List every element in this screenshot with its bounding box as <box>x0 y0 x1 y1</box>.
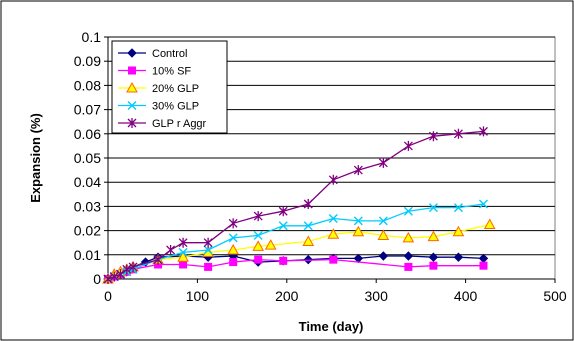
y-tick-label: 0.09 <box>74 53 101 69</box>
data-point <box>228 218 238 229</box>
data-point <box>203 245 213 255</box>
data-point <box>153 254 163 265</box>
y-tick-label: 0 <box>93 271 101 287</box>
data-point <box>329 255 338 264</box>
y-tick-label: 0.05 <box>74 150 101 166</box>
series-glp-r-aggr <box>103 126 488 284</box>
data-point <box>122 264 132 275</box>
data-point <box>402 231 415 243</box>
x-tick-label: 500 <box>543 288 567 304</box>
data-point <box>353 216 363 226</box>
y-tick-labels: 0 0.01 0.02 0.03 0.04 0.05 0.06 0.07 0.08 0.09 0.1 <box>74 29 101 287</box>
x-tick-label: 200 <box>275 288 299 304</box>
y-axis-title: Expansion (%) <box>28 113 43 203</box>
data-point <box>179 260 188 269</box>
legend-marker <box>127 101 137 110</box>
data-point <box>453 128 463 139</box>
x-axis-title: Time (day) <box>299 319 364 334</box>
data-point <box>128 261 138 272</box>
data-point <box>378 251 389 261</box>
y-tick-label: 0.01 <box>74 247 101 263</box>
data-point <box>303 198 313 209</box>
data-point <box>203 237 213 248</box>
data-point <box>478 199 488 209</box>
y-tick-label: 0.06 <box>74 126 101 142</box>
y-tick-label: 0.1 <box>82 29 102 45</box>
data-point <box>404 262 413 271</box>
data-point <box>452 225 465 237</box>
data-point <box>428 203 438 213</box>
data-point <box>403 140 413 151</box>
data-point <box>453 203 463 213</box>
data-point <box>429 261 438 270</box>
data-point <box>479 261 488 270</box>
x-tick-labels: 0 100 200 300 400 500 <box>104 288 567 304</box>
data-point <box>204 262 213 271</box>
x-tick-label: 0 <box>104 288 112 304</box>
data-point <box>177 251 189 262</box>
data-point <box>252 240 265 251</box>
data-point <box>427 230 440 242</box>
gridlines <box>108 36 555 256</box>
data-point <box>302 235 315 246</box>
data-point <box>453 252 464 262</box>
series-group <box>102 126 496 284</box>
data-point <box>109 271 119 282</box>
legend: Control 10% SF 20% GLP 30% GLP GLP r Aggr <box>111 40 228 134</box>
data-point <box>253 211 263 222</box>
data-point <box>353 165 363 176</box>
data-point <box>428 131 438 142</box>
data-point <box>178 247 188 257</box>
legend-marker <box>126 81 138 93</box>
x-tick-label: 300 <box>365 288 389 304</box>
x-tick-label: 100 <box>186 288 210 304</box>
data-point <box>378 157 388 168</box>
legend-label: 10% SF <box>152 66 191 78</box>
data-point <box>253 230 263 240</box>
x-tick-label: 400 <box>454 288 478 304</box>
y-tick-label: 0.07 <box>74 102 101 118</box>
data-point <box>228 233 238 243</box>
data-point <box>328 214 338 223</box>
data-point <box>479 126 488 137</box>
legend-label: 20% GLP <box>152 83 199 95</box>
legend-label: 30% GLP <box>152 101 199 113</box>
data-point <box>264 239 277 250</box>
y-tick-label: 0.04 <box>74 174 101 190</box>
data-point <box>352 225 365 237</box>
legend-marker <box>127 118 137 128</box>
data-point <box>378 216 388 226</box>
y-tick-label: 0.08 <box>74 77 101 93</box>
data-point <box>403 206 413 216</box>
y-tick-label: 0.03 <box>74 198 101 214</box>
data-point <box>377 229 390 240</box>
y-tick-label: 0.02 <box>74 223 101 239</box>
data-point <box>303 221 313 231</box>
data-point <box>116 269 125 280</box>
data-point <box>428 252 439 262</box>
legend-marker <box>127 48 137 58</box>
data-point <box>327 228 340 239</box>
data-point <box>483 218 496 230</box>
legend-marker <box>128 66 136 75</box>
legend-label: Control <box>152 48 187 60</box>
data-point <box>278 206 288 217</box>
data-point <box>227 243 240 255</box>
data-point <box>278 221 288 231</box>
data-point <box>178 237 188 248</box>
data-point <box>328 174 338 185</box>
data-point <box>279 256 288 265</box>
legend-label: GLP r Aggr <box>152 118 207 130</box>
data-point <box>254 255 263 264</box>
data-point <box>403 251 414 261</box>
data-point <box>166 244 176 255</box>
data-point <box>103 274 113 284</box>
axes <box>104 36 556 283</box>
data-point <box>229 258 238 267</box>
